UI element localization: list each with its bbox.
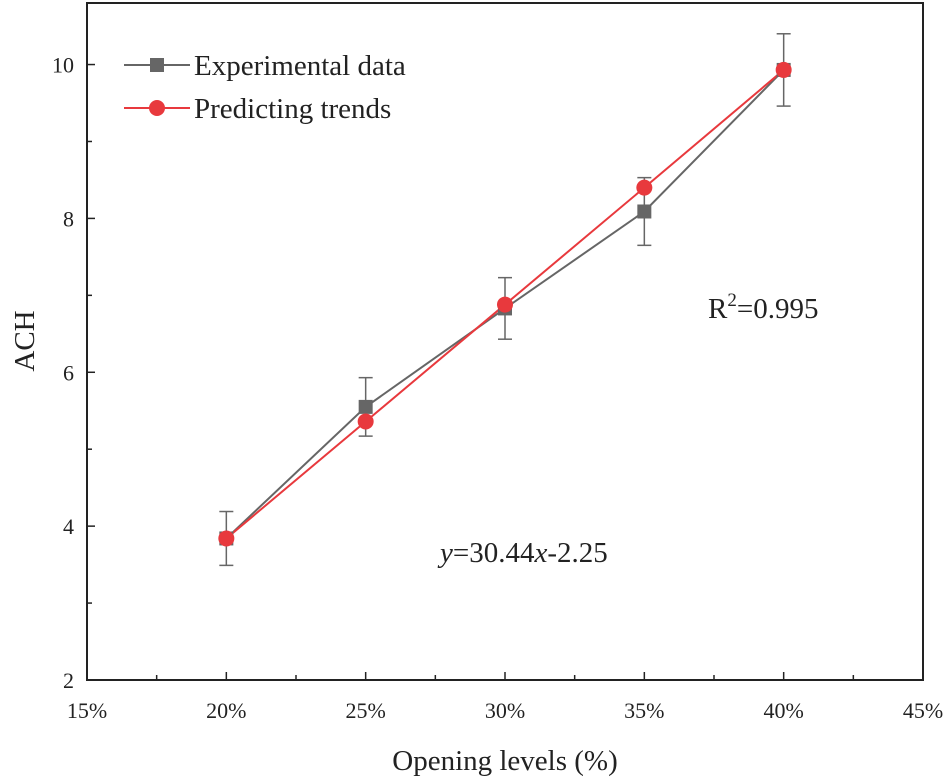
y-tick-label: 8 [63, 206, 74, 231]
x-tick-label: 20% [206, 698, 246, 723]
x-axis-ticks: 15% 20% 25% 30% 35% 40% 45% [67, 672, 943, 723]
x-axis-title: Opening levels (%) [392, 745, 618, 777]
point-predicting [357, 413, 374, 430]
point-experimental [637, 204, 652, 219]
x-tick-label: 45% [903, 698, 943, 723]
legend-label-predicting: Predicting trends [194, 93, 391, 125]
r2-exponent: 2 [727, 290, 737, 311]
x-tick-label: 30% [485, 698, 525, 723]
point-predicting [636, 179, 653, 196]
point-predicting [497, 296, 513, 313]
point-experimental [358, 399, 373, 414]
y-tick-label: 4 [63, 514, 74, 539]
legend: Experimental data Predicting trends [124, 50, 406, 125]
equation-intercept: -2.25 [547, 537, 607, 569]
legend-marker-circle [149, 100, 165, 116]
equation-x: x [533, 537, 547, 569]
r-squared-annotation: R2=0.995 [708, 290, 818, 325]
regression-equation: y=30.44x-2.25 [437, 537, 608, 569]
y-tick-label: 6 [63, 360, 74, 385]
y-axis-ticks: 2 4 6 8 10 [52, 53, 95, 693]
legend-label-experimental: Experimental data [194, 50, 406, 82]
r2-prefix: R [708, 293, 728, 325]
equation-y: y [437, 537, 453, 569]
equation-slope: =30.44 [453, 537, 535, 569]
series-layer [218, 33, 792, 567]
x-tick-label: 25% [346, 698, 386, 723]
legend-marker-square [150, 58, 164, 72]
r2-value: =0.995 [737, 293, 819, 325]
point-predicting [218, 530, 235, 547]
y-tick-label: 10 [52, 53, 74, 78]
x-tick-label: 40% [764, 698, 804, 723]
x-tick-label: 35% [624, 698, 664, 723]
y-axis-title: ACH [9, 310, 41, 371]
x-tick-label: 15% [67, 698, 107, 723]
point-predicting [775, 61, 792, 78]
y-tick-label: 2 [63, 668, 74, 693]
